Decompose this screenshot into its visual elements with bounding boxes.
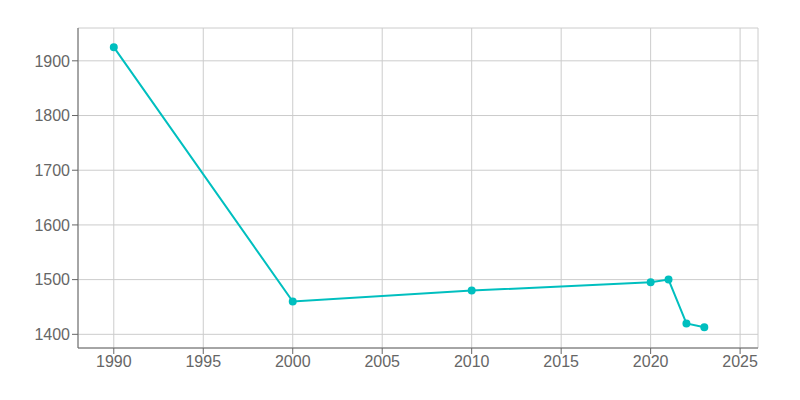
svg-text:1400: 1400 <box>34 326 70 343</box>
svg-text:1600: 1600 <box>34 217 70 234</box>
svg-text:1800: 1800 <box>34 107 70 124</box>
svg-text:2005: 2005 <box>364 353 400 370</box>
svg-text:1500: 1500 <box>34 271 70 288</box>
svg-text:2025: 2025 <box>722 353 758 370</box>
svg-text:1990: 1990 <box>96 353 132 370</box>
svg-text:2015: 2015 <box>543 353 579 370</box>
svg-text:1900: 1900 <box>34 53 70 70</box>
svg-text:1700: 1700 <box>34 162 70 179</box>
svg-text:2000: 2000 <box>275 353 311 370</box>
svg-text:1995: 1995 <box>185 353 221 370</box>
svg-text:2010: 2010 <box>454 353 490 370</box>
svg-text:2020: 2020 <box>633 353 669 370</box>
